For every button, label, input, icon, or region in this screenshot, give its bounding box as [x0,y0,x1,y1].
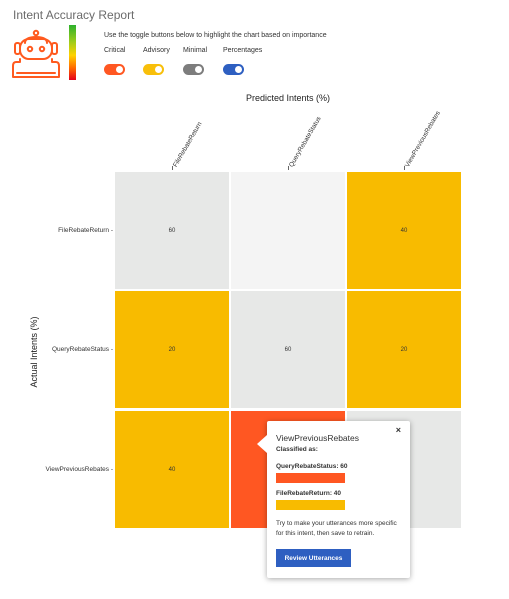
importance-gradient-bar [69,25,76,80]
y-tick-label: ViewPreviousRebates - [45,466,113,473]
toggle-label: Critical [104,47,126,54]
minimal-toggle[interactable] [183,64,204,75]
heatmap-cell[interactable]: 60 [231,291,345,408]
robot-icon [12,29,60,78]
x-axis-title: Predicted Intents (%) [245,93,331,103]
report-title: Intent Accuracy Report [13,8,135,22]
tooltip-item: FileRebateReturn: 40 [276,490,401,510]
heatmap-cell[interactable] [231,172,345,289]
tooltip-item: QueryRebateStatus: 60 [276,463,401,483]
heatmap-cell[interactable]: 40 [115,411,229,528]
toggle-group-critical: Critical [104,47,126,75]
review-utterances-button[interactable]: Review Utterances [276,549,351,567]
x-tick-label: QueryRebateStatus [288,115,323,169]
y-tick-label: FileRebateReturn - [58,227,113,234]
x-tick-label: ViewPreviousRebates [404,110,442,169]
toggle-label: Minimal [183,47,208,54]
tooltip-item-label: QueryRebateStatus: 60 [276,463,348,470]
x-tick-label: FileRebateReturn [172,120,204,169]
tooltip-message: Try to make your utterances more specifi… [276,520,397,537]
tooltip-item-label: FileRebateReturn: 40 [276,490,342,497]
y-axis-title: Actual Intents (%) [29,316,39,388]
toggle-group-minimal: Minimal [183,47,208,75]
tooltip-title: ViewPreviousRebates [276,433,359,443]
y-tick-label: QueryRebateStatus - [51,346,113,353]
toggle-label: Percentages [223,47,263,54]
x-tick-mark [288,166,289,170]
toggle-label: Advisory [143,47,170,54]
heatmap-cell[interactable]: 40 [347,172,461,289]
toggle-instructions: Use the toggle buttons below to highligh… [104,32,327,39]
x-tick-mark [172,166,173,170]
heatmap-cell[interactable]: 20 [115,291,229,408]
heatmap-cell[interactable]: 60 [115,172,229,289]
advisory-toggle[interactable] [143,64,164,75]
close-icon[interactable]: × [395,425,401,435]
critical-toggle[interactable] [104,64,125,75]
percentages-toggle[interactable] [223,64,244,75]
tooltip-item-bar [276,500,345,510]
heatmap-cell[interactable]: 20 [347,291,461,408]
tooltip-item-bar [276,473,345,483]
cell-tooltip: × ViewPreviousRebates Classified as: Que… [257,421,410,578]
tooltip-subtitle: Classified as: [276,446,318,453]
toggle-group-percentages: Percentages [223,47,263,75]
toggle-group-advisory: Advisory [143,47,170,75]
x-tick-mark [404,166,405,170]
